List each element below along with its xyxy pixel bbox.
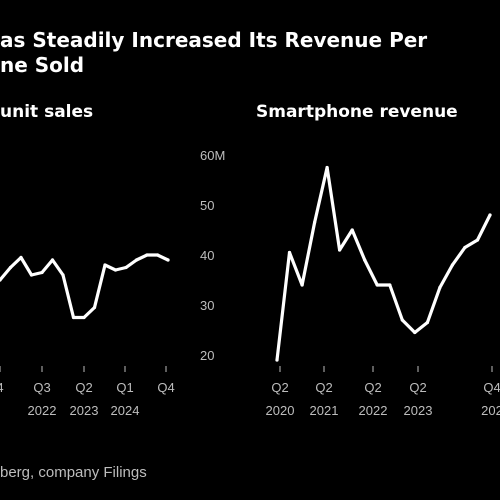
x-tick-year-label: 2021 — [310, 403, 339, 418]
data-point — [375, 283, 379, 287]
x-tick-label: Q4 — [157, 380, 174, 395]
data-point — [463, 245, 467, 250]
y-tick-label: 30 — [200, 298, 214, 313]
data-point — [19, 255, 23, 260]
data-point — [0, 278, 2, 282]
data-point — [166, 258, 170, 262]
data-point — [61, 273, 65, 277]
data-point — [50, 258, 55, 262]
source-note: berg, company Filings — [0, 464, 147, 481]
x-tick-label: 4 — [0, 380, 4, 395]
headline-line-2: ne Sold — [0, 53, 85, 77]
data-point — [350, 228, 354, 232]
headline-line-1: as Steadily Increased Its Revenue Per — [0, 28, 428, 52]
x-tick-label: Q2 — [409, 380, 426, 395]
x-tick-year-label: 2020 — [266, 403, 295, 418]
data-point — [363, 258, 367, 262]
data-point — [287, 250, 292, 255]
data-point — [71, 315, 76, 320]
data-point — [145, 253, 149, 257]
data-point — [313, 220, 317, 225]
data-point — [103, 263, 107, 267]
series-line — [275, 165, 492, 362]
x-tick-label: Q3 — [33, 380, 50, 395]
x-tick-year-label: 2023 — [404, 403, 433, 418]
data-point — [8, 265, 13, 270]
data-point — [275, 358, 279, 362]
x-tick-label: Q2 — [364, 380, 381, 395]
x-tick-label: Q2 — [315, 380, 332, 395]
left-panel-title: unit sales — [0, 102, 94, 122]
x-tick-label: Q4 — [483, 380, 500, 395]
series-line — [0, 253, 170, 320]
x-tick-year-label: 202 — [481, 403, 500, 418]
data-point — [134, 258, 139, 262]
data-point — [488, 213, 492, 217]
y-tick-label: 40 — [200, 248, 214, 263]
data-point — [40, 270, 44, 275]
data-point — [475, 238, 480, 242]
x-tick-year-label: 2022 — [28, 403, 57, 418]
y-tick-label: 20 — [200, 348, 214, 363]
data-point — [388, 283, 392, 287]
data-point — [155, 253, 160, 257]
x-tick-label: Q2 — [75, 380, 92, 395]
data-point — [338, 248, 342, 252]
data-point — [124, 265, 128, 270]
x-tick-year-label: 2024 — [111, 403, 140, 418]
x-tick-year-label: 2022 — [359, 403, 388, 418]
y-tick-label: 50 — [200, 198, 214, 213]
unit-sales-chart: 4 Q3 2022 Q2 2023 Q1 2024 Q4 — [0, 253, 175, 418]
x-tick-year-label: 2023 — [70, 403, 99, 418]
chart-headline: as Steadily Increased Its Revenue Per ne… — [0, 28, 500, 78]
data-point — [450, 263, 454, 267]
y-tick-label: 60M — [200, 148, 225, 163]
smartphone-revenue-chart: 60M 50 40 30 20 Q2 2020 Q2 2021 Q2 2022 Q2 2023 Q4 202 — [200, 148, 500, 418]
data-point — [438, 285, 442, 290]
data-point — [325, 165, 329, 170]
data-point — [82, 315, 86, 320]
data-point — [300, 283, 304, 287]
data-point — [425, 320, 429, 325]
x-tick-label: Q1 — [116, 380, 133, 395]
x-tick-label: Q2 — [271, 380, 288, 395]
right-panel-title: Smartphone revenue — [256, 102, 458, 122]
data-point — [400, 318, 404, 322]
data-point — [29, 273, 34, 277]
data-point — [113, 268, 118, 272]
data-point — [413, 330, 417, 335]
data-point — [92, 305, 97, 310]
